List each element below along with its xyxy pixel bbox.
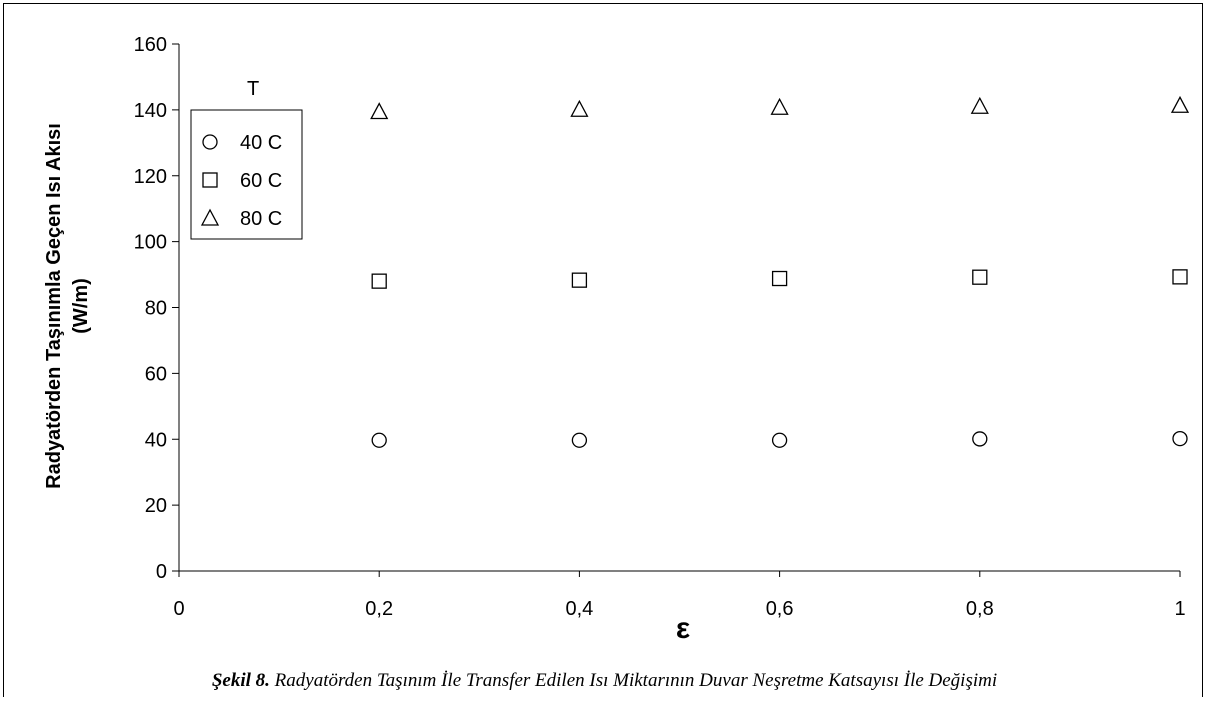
data-point-triangle (970, 96, 989, 114)
legend-marker-square (202, 172, 218, 188)
y-tick-label: 160 (134, 34, 167, 56)
data-point-triangle (1170, 95, 1190, 113)
figure-caption: Şekil 8. Radyatörden Taşınım İle Transfe… (0, 670, 1209, 692)
x-tick-label: 1 (1174, 598, 1185, 620)
x-tick-label: 0,4 (565, 598, 593, 620)
x-tick-label: 0,6 (766, 598, 794, 620)
y-tick-label: 60 (145, 363, 167, 385)
caption-label: Şekil 8. (211, 670, 270, 691)
data-point-circle (1172, 430, 1188, 447)
y-axis-label: Radyatörden Taşınımla Geçen Isı Akısı (43, 123, 65, 489)
legend: T 40 C 60 C 80 C (190, 78, 303, 240)
legend-marker-circle (202, 134, 218, 150)
data-point-circle (972, 431, 988, 447)
data-point-circle (371, 432, 387, 448)
figure-frame (3, 3, 1203, 697)
legend-entry-label: 40 C (240, 132, 282, 154)
legend-title: T (247, 78, 259, 100)
x-axis-label: ε (676, 612, 690, 645)
data-point-triangle (570, 99, 589, 117)
x-tick-label: 0,8 (966, 598, 994, 620)
data-point-circle (571, 432, 588, 448)
y-tick-label: 40 (145, 429, 167, 451)
y-tick-label: 100 (134, 232, 167, 254)
data-point-triangle (370, 102, 389, 120)
legend-box (190, 109, 303, 240)
x-tick-label: 0 (173, 598, 184, 620)
caption-text: Radyatörden Taşınım İle Transfer Edilen … (274, 670, 998, 691)
y-tick-label: 20 (145, 495, 167, 517)
data-point-triangle (770, 97, 789, 115)
y-tick-label: 120 (134, 166, 167, 188)
data-point-square (571, 272, 588, 288)
legend-marker-triangle (200, 208, 220, 226)
data-point-square (771, 270, 788, 287)
data-point-square (972, 269, 988, 285)
data-point-square (1172, 269, 1188, 285)
y-tick-label: 140 (134, 100, 167, 122)
y-axis-unit-label: (W/m) (70, 278, 92, 334)
data-point-circle (771, 432, 788, 448)
y-tick-label: 0 (156, 561, 167, 583)
legend-entry-label: 60 C (240, 170, 282, 192)
legend-entry-label: 80 C (240, 208, 282, 230)
data-point-square (371, 273, 387, 289)
x-tick-label: 0,2 (365, 598, 393, 620)
y-tick-label: 80 (145, 298, 167, 320)
